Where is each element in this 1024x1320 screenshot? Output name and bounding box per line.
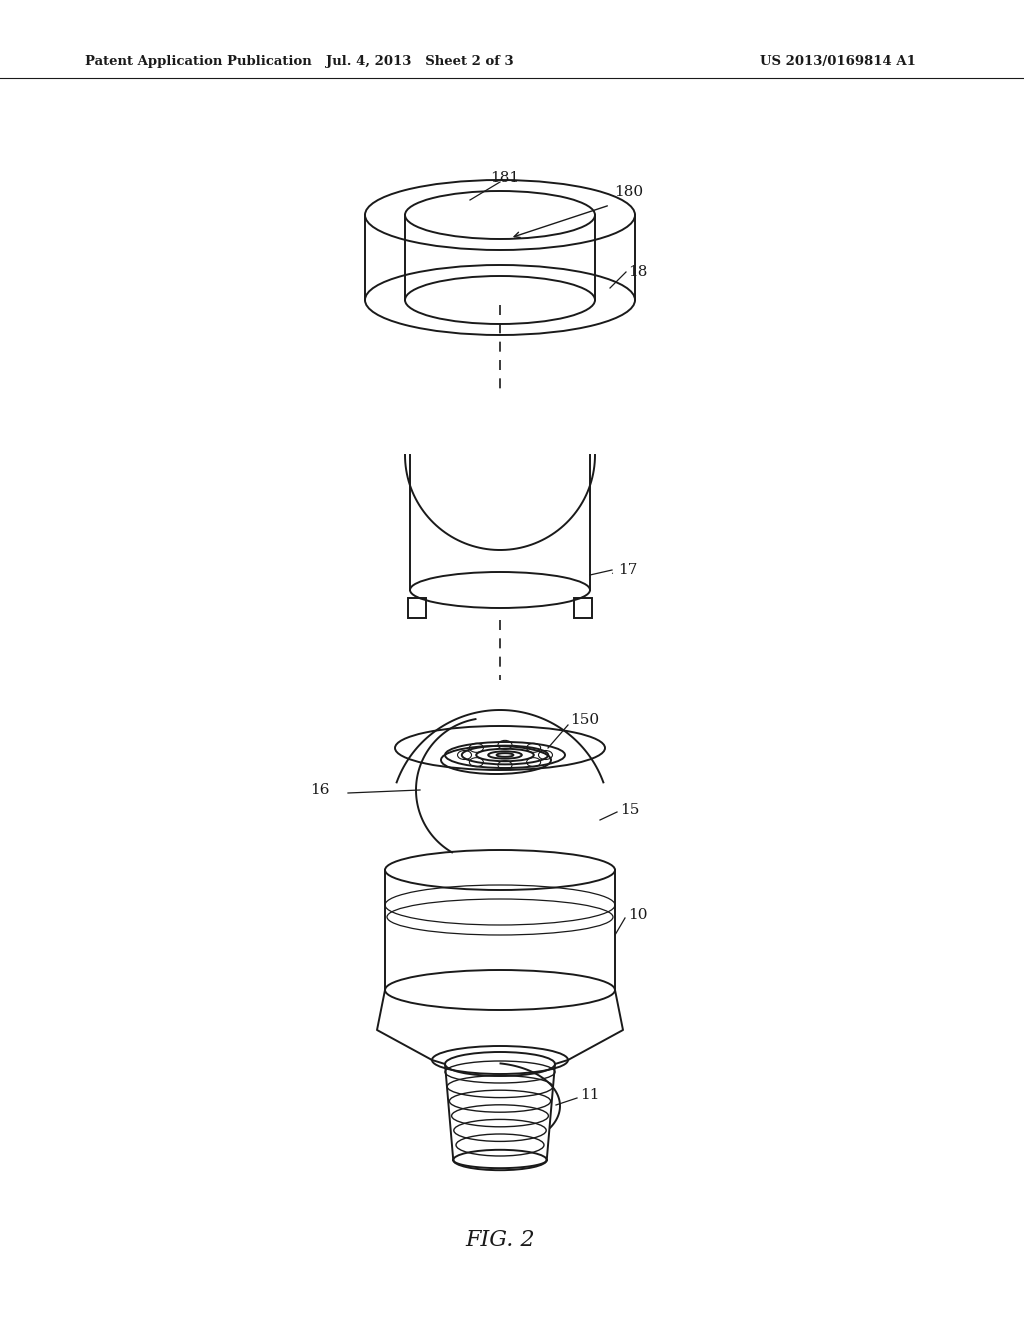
Bar	[408, 598, 426, 618]
Text: FIG. 2: FIG. 2	[465, 1229, 535, 1251]
Text: 18: 18	[628, 265, 647, 279]
Text: 150: 150	[570, 713, 599, 727]
Bar	[574, 598, 592, 618]
Text: 17: 17	[618, 564, 637, 577]
Text: 15: 15	[620, 803, 639, 817]
Text: Patent Application Publication: Patent Application Publication	[85, 55, 311, 69]
Text: 181: 181	[490, 172, 519, 185]
Text: 11: 11	[580, 1088, 599, 1102]
Text: US 2013/0169814 A1: US 2013/0169814 A1	[760, 55, 915, 69]
Text: 180: 180	[614, 185, 643, 199]
Text: 16: 16	[310, 783, 330, 797]
Text: 10: 10	[628, 908, 647, 921]
Text: Jul. 4, 2013   Sheet 2 of 3: Jul. 4, 2013 Sheet 2 of 3	[327, 55, 514, 69]
